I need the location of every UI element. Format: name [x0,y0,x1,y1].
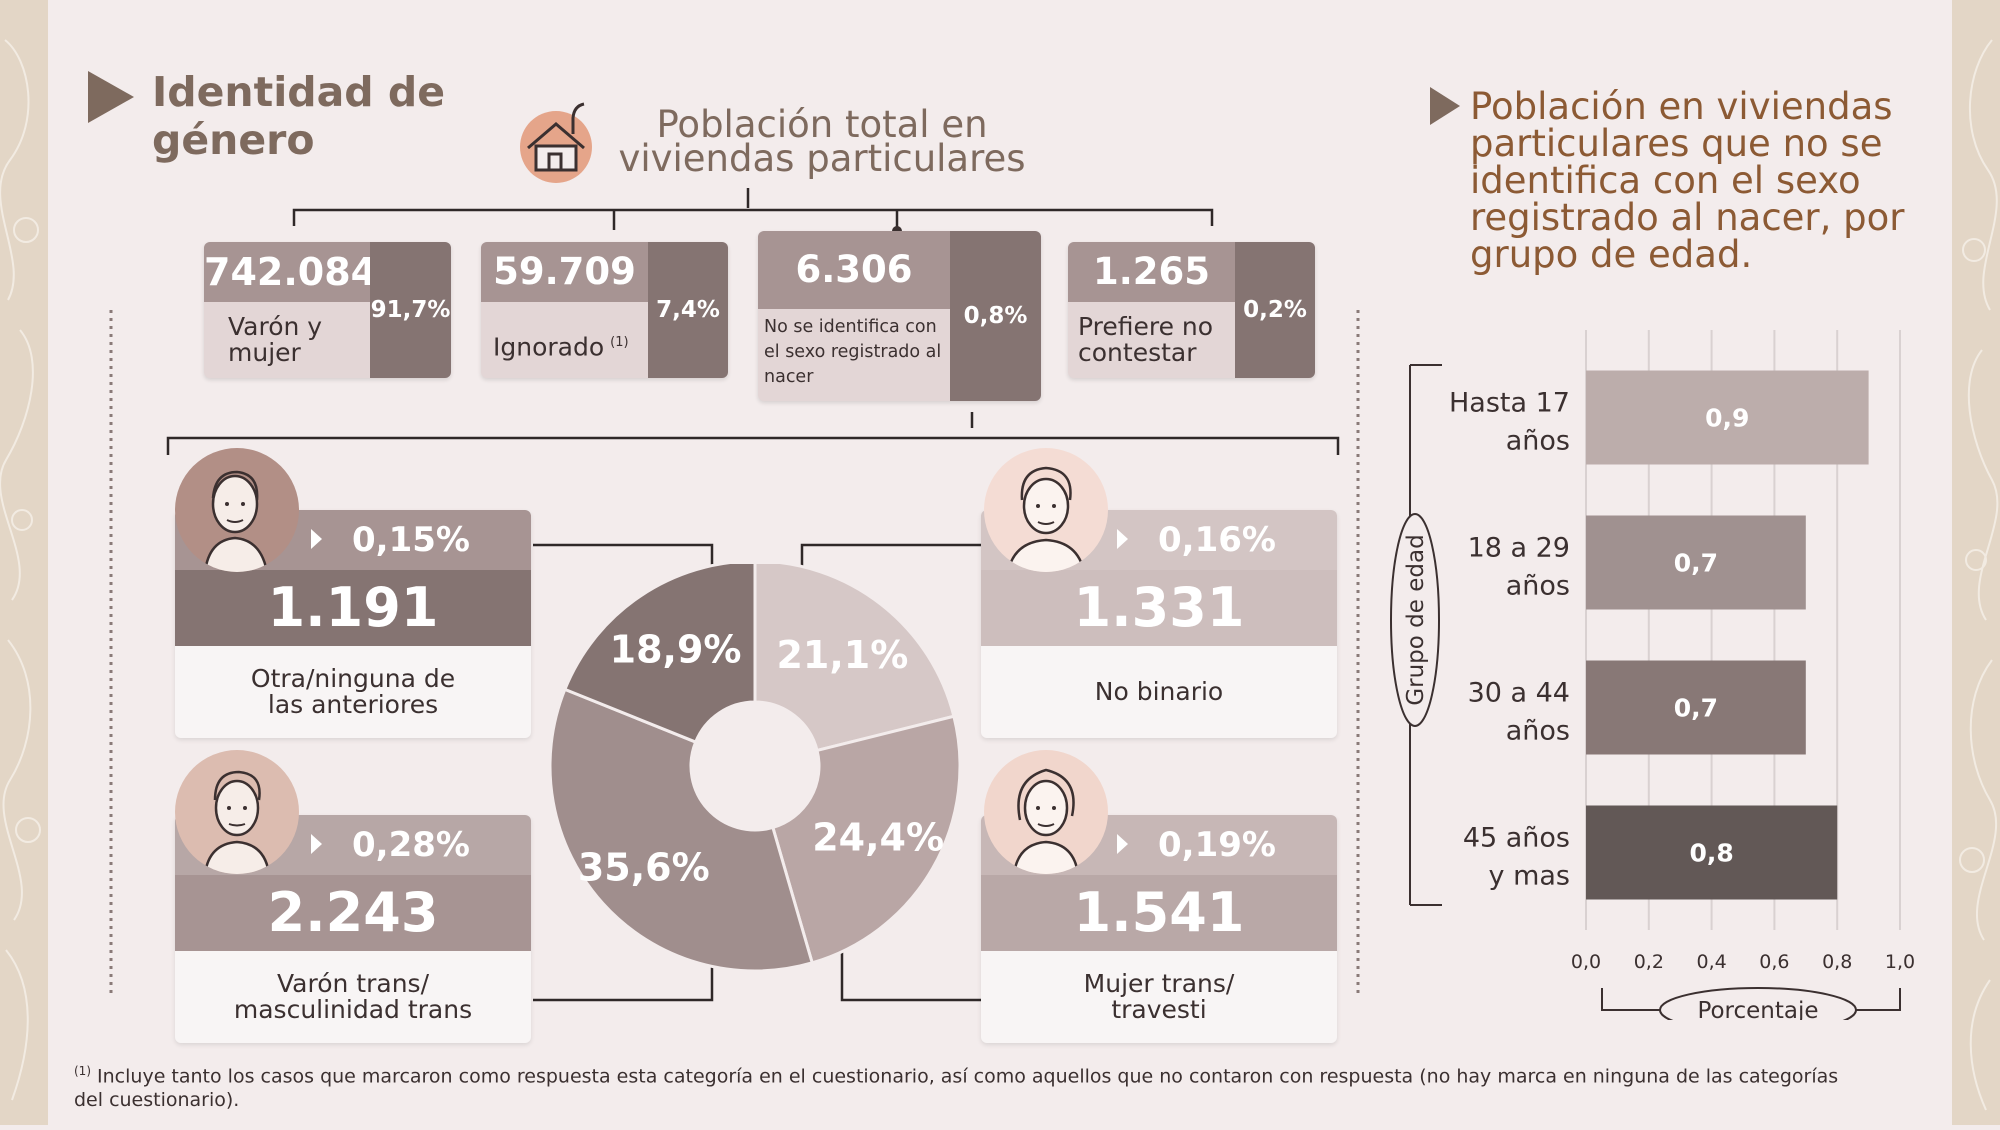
bar-chart: 0,0 0,2 0,4 0,6 0,8 1,0 0,9 Hasta 17 años 0,7 18 a… [1390,330,1915,1020]
footnote-mark: (1) [74,1064,91,1078]
card-ignorado: 59.709 Ignorado (1) 7,4% [481,242,728,378]
bar-value-label: 0,8 [1689,839,1733,868]
pie-slice [562,564,757,745]
x-tick-label: 0,6 [1759,951,1789,973]
pie-slice-label: 18,9% [610,627,742,671]
card-percent: 91,7% [370,242,451,378]
donut-chart: 21,1% 24,4% 35,6% 18,9% [548,564,962,973]
card-label: Varón trans/ masculinidad trans [233,969,473,1024]
card-label: No se identifica con el sexo registrado … [764,317,942,387]
card-percent: 0,28% [311,815,531,875]
category-label: 30 a 44 años [1468,678,1570,747]
bar [1586,660,1806,755]
card-label: Ignorado (1) [493,332,629,362]
card-percent: 0,8% [950,231,1041,401]
bar-value-label: 0,7 [1674,549,1718,578]
person-avatar-icon [175,448,299,572]
arrow-right-icon [311,833,322,854]
arrow-right-icon [311,528,322,549]
arrow-right-icon [1117,833,1128,854]
right-title-triangle-icon [1430,87,1460,125]
card-value: 742.084 [204,242,377,302]
bar-value-label: 0,7 [1674,694,1718,723]
pie-slice [548,687,815,973]
y-axis-label-outline [1390,513,1440,727]
card-value: 1.191 [175,570,531,646]
card-value: 2.243 [175,875,531,951]
x-axis-label-outline [1659,987,1857,1020]
card-label: Varón y mujer [228,312,323,367]
card-label: Mujer trans/ travesti [1083,969,1235,1024]
person-avatar-icon [175,750,299,874]
x-axis-label: Porcentaje [1697,998,1818,1020]
card-percent: 0,19% [1117,815,1337,875]
footnote-text: Incluye tanto los casos que marcaron com… [74,1065,1839,1112]
pie-slice-label: 21,1% [776,633,908,677]
right-chart-title: Población en viviendas particulares que … [1470,85,1905,276]
card-value: 1.265 [1068,242,1235,302]
y-axis-label: Grupo de edad [1403,534,1429,705]
card-prefiere-no-contestar: 1.265 Prefiere no contestar 0,2% [1068,242,1315,378]
x-tick-label: 0,2 [1634,951,1664,973]
pie-slice [770,714,962,965]
card-varon-trans: 0,28% 2.243 Varón trans/ masculinidad tr… [175,815,531,1043]
card-percent: 0,16% [1117,510,1337,570]
bar [1586,805,1838,900]
x-tick-label: 1,0 [1885,951,1915,973]
card-footnote-mark: (1) [610,335,629,350]
card-percent: 0,2% [1235,242,1315,378]
card-value: 6.306 [758,231,950,309]
card-percent: 0,15% [311,510,531,570]
card-varon-mujer: 742.084 Varón y mujer 91,7% [204,242,451,378]
title-triangle-icon [88,71,134,123]
x-tick-label: 0,4 [1696,951,1726,973]
card-value: 1.541 [981,875,1337,951]
card-label: Otra/ninguna de las anteriores [250,664,456,719]
x-tick-label: 0,0 [1571,951,1601,973]
card-value: 59.709 [481,242,648,302]
bar [1586,515,1806,610]
footnote: (1) Incluye tanto los casos que marcaron… [74,1059,1864,1112]
pie-slice-label: 24,4% [812,816,944,860]
card-value: 1.331 [981,570,1337,646]
card-label: No binario [1094,677,1224,706]
bar-value-label: 0,9 [1705,404,1749,433]
category-label: 18 a 29 años [1468,533,1570,602]
category-label: 45 años y mas [1463,823,1570,892]
pie-slice [753,564,956,753]
pie-slice-label: 35,6% [578,846,710,890]
card-no-identifica: 6.306 No se identifica con el sexo regis… [758,231,1041,401]
right-decorative-border [1952,0,2000,1125]
x-tick-label: 0,8 [1822,951,1852,973]
arrow-right-icon [1117,528,1128,549]
left-decorative-border [0,0,48,1125]
population-title: Población total en viviendas particulare… [618,103,1026,180]
bar [1586,370,1869,465]
category-label: Hasta 17 años [1449,388,1570,457]
page-title: Identidad de género [152,68,446,164]
person-avatar-icon [984,750,1108,874]
person-avatar-icon [984,448,1108,572]
card-percent: 7,4% [648,242,728,378]
house-icon [518,100,598,185]
card-label: Prefiere no contestar [1078,312,1214,367]
